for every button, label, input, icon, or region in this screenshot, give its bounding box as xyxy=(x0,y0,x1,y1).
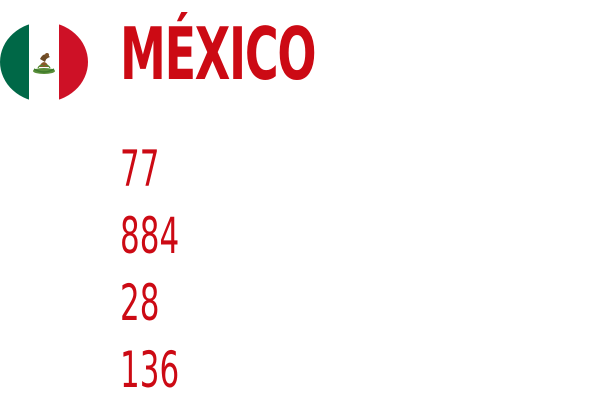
stat-value-4: 136 xyxy=(120,341,180,399)
stat-value-2: 884 xyxy=(120,207,180,265)
stat-value-1: 77 xyxy=(120,140,160,198)
stat-value-3: 28 xyxy=(120,274,160,332)
country-name: MÉXICO xyxy=(120,12,317,96)
flag-red-stripe xyxy=(58,22,88,102)
flag-green-stripe xyxy=(0,22,30,102)
flag-white-stripe xyxy=(29,22,59,102)
mexico-flag-icon xyxy=(0,22,88,102)
stats-list: 77 884 28 136 xyxy=(120,136,215,402)
coat-of-arms-icon xyxy=(32,53,55,74)
